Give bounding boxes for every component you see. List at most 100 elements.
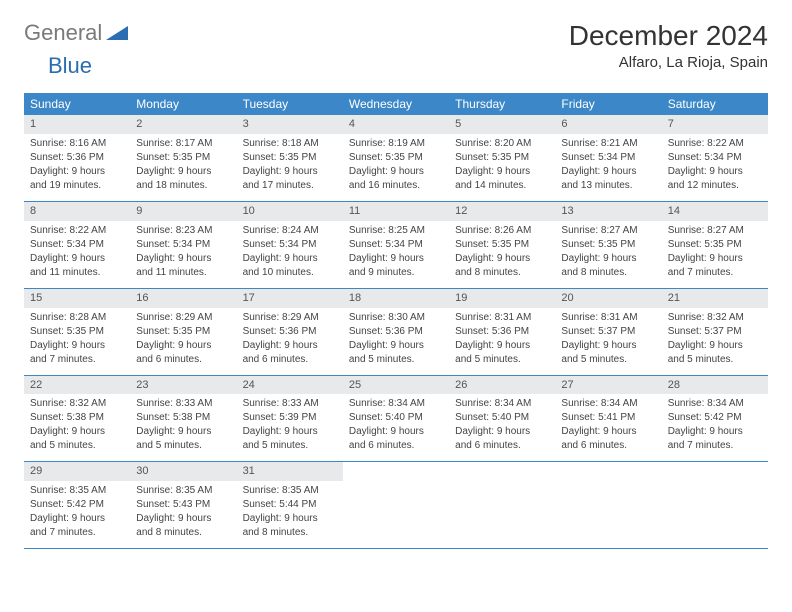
day-cell — [449, 462, 555, 548]
daylight-text: Daylight: 9 hours and 8 minutes. — [561, 252, 655, 280]
day-number: 30 — [130, 462, 236, 481]
day-body: Sunrise: 8:18 AMSunset: 5:35 PMDaylight:… — [237, 134, 343, 201]
week-row: 1Sunrise: 8:16 AMSunset: 5:36 PMDaylight… — [24, 115, 768, 202]
day-number: 15 — [24, 289, 130, 308]
day-number: 7 — [662, 115, 768, 134]
sunset-text: Sunset: 5:41 PM — [561, 411, 655, 425]
sunrise-text: Sunrise: 8:35 AM — [243, 484, 337, 498]
day-body: Sunrise: 8:34 AMSunset: 5:42 PMDaylight:… — [662, 394, 768, 461]
sunrise-text: Sunrise: 8:31 AM — [455, 311, 549, 325]
day-body: Sunrise: 8:17 AMSunset: 5:35 PMDaylight:… — [130, 134, 236, 201]
daylight-text: Daylight: 9 hours and 7 minutes. — [30, 512, 124, 540]
day-cell: 1Sunrise: 8:16 AMSunset: 5:36 PMDaylight… — [24, 115, 130, 201]
day-number: 4 — [343, 115, 449, 134]
sunset-text: Sunset: 5:35 PM — [136, 325, 230, 339]
day-cell: 26Sunrise: 8:34 AMSunset: 5:40 PMDayligh… — [449, 376, 555, 462]
sunset-text: Sunset: 5:35 PM — [455, 238, 549, 252]
day-body: Sunrise: 8:24 AMSunset: 5:34 PMDaylight:… — [237, 221, 343, 288]
sunrise-text: Sunrise: 8:34 AM — [349, 397, 443, 411]
daylight-text: Daylight: 9 hours and 5 minutes. — [30, 425, 124, 453]
weeks-container: 1Sunrise: 8:16 AMSunset: 5:36 PMDaylight… — [24, 115, 768, 549]
sunrise-text: Sunrise: 8:17 AM — [136, 137, 230, 151]
day-body — [555, 466, 661, 477]
day-cell: 12Sunrise: 8:26 AMSunset: 5:35 PMDayligh… — [449, 202, 555, 288]
day-number: 21 — [662, 289, 768, 308]
daylight-text: Daylight: 9 hours and 16 minutes. — [349, 165, 443, 193]
daylight-text: Daylight: 9 hours and 12 minutes. — [668, 165, 762, 193]
day-cell: 6Sunrise: 8:21 AMSunset: 5:34 PMDaylight… — [555, 115, 661, 201]
day-body: Sunrise: 8:22 AMSunset: 5:34 PMDaylight:… — [662, 134, 768, 201]
sunset-text: Sunset: 5:42 PM — [668, 411, 762, 425]
sunset-text: Sunset: 5:35 PM — [243, 151, 337, 165]
day-number: 10 — [237, 202, 343, 221]
day-cell: 7Sunrise: 8:22 AMSunset: 5:34 PMDaylight… — [662, 115, 768, 201]
day-header: Sunday — [24, 93, 130, 115]
day-cell: 4Sunrise: 8:19 AMSunset: 5:35 PMDaylight… — [343, 115, 449, 201]
day-cell — [343, 462, 449, 548]
sunrise-text: Sunrise: 8:25 AM — [349, 224, 443, 238]
day-number: 19 — [449, 289, 555, 308]
logo: General — [24, 20, 130, 46]
sunrise-text: Sunrise: 8:28 AM — [30, 311, 124, 325]
sunrise-text: Sunrise: 8:16 AM — [30, 137, 124, 151]
day-cell: 5Sunrise: 8:20 AMSunset: 5:35 PMDaylight… — [449, 115, 555, 201]
day-cell: 20Sunrise: 8:31 AMSunset: 5:37 PMDayligh… — [555, 289, 661, 375]
day-body: Sunrise: 8:35 AMSunset: 5:44 PMDaylight:… — [237, 481, 343, 548]
sunrise-text: Sunrise: 8:29 AM — [243, 311, 337, 325]
sunset-text: Sunset: 5:35 PM — [455, 151, 549, 165]
sunrise-text: Sunrise: 8:27 AM — [561, 224, 655, 238]
day-header: Saturday — [662, 93, 768, 115]
day-cell: 17Sunrise: 8:29 AMSunset: 5:36 PMDayligh… — [237, 289, 343, 375]
day-number: 24 — [237, 376, 343, 395]
day-cell: 18Sunrise: 8:30 AMSunset: 5:36 PMDayligh… — [343, 289, 449, 375]
week-row: 22Sunrise: 8:32 AMSunset: 5:38 PMDayligh… — [24, 376, 768, 463]
day-cell: 19Sunrise: 8:31 AMSunset: 5:36 PMDayligh… — [449, 289, 555, 375]
day-body: Sunrise: 8:27 AMSunset: 5:35 PMDaylight:… — [555, 221, 661, 288]
daylight-text: Daylight: 9 hours and 6 minutes. — [455, 425, 549, 453]
sunset-text: Sunset: 5:43 PM — [136, 498, 230, 512]
daylight-text: Daylight: 9 hours and 6 minutes. — [243, 339, 337, 367]
sunrise-text: Sunrise: 8:33 AM — [136, 397, 230, 411]
sunset-text: Sunset: 5:34 PM — [30, 238, 124, 252]
sunset-text: Sunset: 5:44 PM — [243, 498, 337, 512]
day-number: 20 — [555, 289, 661, 308]
calendar: Sunday Monday Tuesday Wednesday Thursday… — [24, 93, 768, 549]
day-number: 13 — [555, 202, 661, 221]
day-body: Sunrise: 8:22 AMSunset: 5:34 PMDaylight:… — [24, 221, 130, 288]
day-cell: 30Sunrise: 8:35 AMSunset: 5:43 PMDayligh… — [130, 462, 236, 548]
sunrise-text: Sunrise: 8:34 AM — [668, 397, 762, 411]
day-body: Sunrise: 8:32 AMSunset: 5:37 PMDaylight:… — [662, 308, 768, 375]
day-body: Sunrise: 8:26 AMSunset: 5:35 PMDaylight:… — [449, 221, 555, 288]
sunset-text: Sunset: 5:34 PM — [668, 151, 762, 165]
day-body: Sunrise: 8:28 AMSunset: 5:35 PMDaylight:… — [24, 308, 130, 375]
sunset-text: Sunset: 5:36 PM — [30, 151, 124, 165]
day-number: 25 — [343, 376, 449, 395]
sunrise-text: Sunrise: 8:31 AM — [561, 311, 655, 325]
daylight-text: Daylight: 9 hours and 7 minutes. — [668, 425, 762, 453]
day-number: 17 — [237, 289, 343, 308]
day-body: Sunrise: 8:34 AMSunset: 5:40 PMDaylight:… — [449, 394, 555, 461]
day-cell: 27Sunrise: 8:34 AMSunset: 5:41 PMDayligh… — [555, 376, 661, 462]
day-cell: 3Sunrise: 8:18 AMSunset: 5:35 PMDaylight… — [237, 115, 343, 201]
sunrise-text: Sunrise: 8:33 AM — [243, 397, 337, 411]
sunset-text: Sunset: 5:34 PM — [243, 238, 337, 252]
day-number: 2 — [130, 115, 236, 134]
day-body: Sunrise: 8:33 AMSunset: 5:39 PMDaylight:… — [237, 394, 343, 461]
day-cell: 15Sunrise: 8:28 AMSunset: 5:35 PMDayligh… — [24, 289, 130, 375]
day-cell: 25Sunrise: 8:34 AMSunset: 5:40 PMDayligh… — [343, 376, 449, 462]
week-row: 15Sunrise: 8:28 AMSunset: 5:35 PMDayligh… — [24, 289, 768, 376]
day-body: Sunrise: 8:31 AMSunset: 5:36 PMDaylight:… — [449, 308, 555, 375]
daylight-text: Daylight: 9 hours and 14 minutes. — [455, 165, 549, 193]
sunrise-text: Sunrise: 8:34 AM — [561, 397, 655, 411]
daylight-text: Daylight: 9 hours and 8 minutes. — [136, 512, 230, 540]
day-body: Sunrise: 8:16 AMSunset: 5:36 PMDaylight:… — [24, 134, 130, 201]
day-number: 22 — [24, 376, 130, 395]
day-body: Sunrise: 8:27 AMSunset: 5:35 PMDaylight:… — [662, 221, 768, 288]
sunset-text: Sunset: 5:36 PM — [455, 325, 549, 339]
week-row: 29Sunrise: 8:35 AMSunset: 5:42 PMDayligh… — [24, 462, 768, 549]
daylight-text: Daylight: 9 hours and 17 minutes. — [243, 165, 337, 193]
day-number: 6 — [555, 115, 661, 134]
day-header-row: Sunday Monday Tuesday Wednesday Thursday… — [24, 93, 768, 115]
day-body — [662, 466, 768, 477]
day-cell: 8Sunrise: 8:22 AMSunset: 5:34 PMDaylight… — [24, 202, 130, 288]
